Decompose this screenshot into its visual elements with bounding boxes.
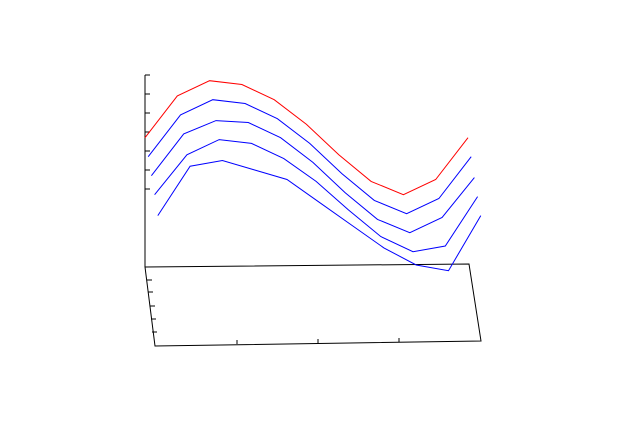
floor [144, 263, 482, 347]
series-line [151, 120, 475, 234]
series-line [157, 159, 482, 272]
series-line [147, 99, 472, 215]
series-line [144, 80, 469, 196]
floor-ticks [147, 279, 400, 344]
series-line [154, 139, 479, 253]
